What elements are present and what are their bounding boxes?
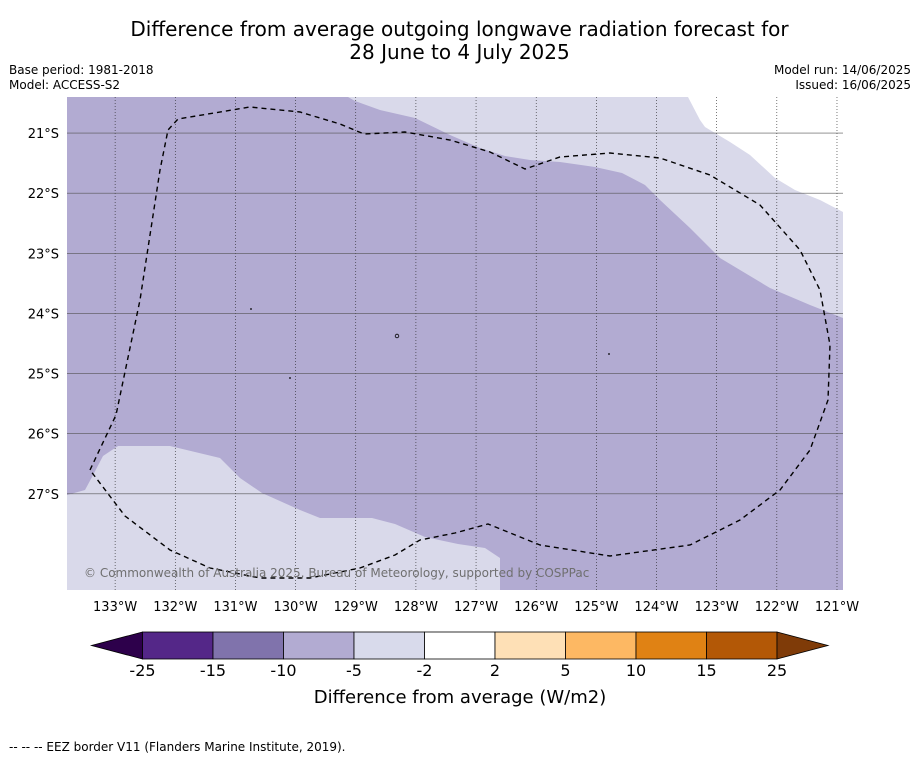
colorbar-tick-label: 2 bbox=[490, 661, 500, 680]
model-name: Model: ACCESS-S2 bbox=[9, 78, 121, 92]
metadata-right: Model run: 14/06/2025 Issued: 16/06/2025 bbox=[774, 63, 911, 93]
colorbar-tick-label: -15 bbox=[200, 661, 226, 680]
island-marker bbox=[289, 377, 291, 379]
island-marker bbox=[608, 353, 610, 355]
latitude-label: 22°S bbox=[28, 187, 59, 202]
model-run: Model run: 14/06/2025 bbox=[773, 63, 911, 77]
longitude-label: 131°W bbox=[213, 600, 257, 615]
colorbar-segment bbox=[635, 631, 707, 660]
island-marker bbox=[394, 333, 400, 339]
colorbar-segment bbox=[424, 631, 496, 660]
longitude-label: 130°W bbox=[274, 600, 318, 615]
title-line-2: 28 June to 4 July 2025 bbox=[349, 40, 570, 64]
colorbar-segment bbox=[142, 631, 214, 660]
latitude-labels: 21°S 22°S 23°S 24°S 25°S 26°S 27°S bbox=[28, 127, 59, 503]
longitude-label: 126°W bbox=[514, 600, 558, 615]
colorbar-tick-label: 10 bbox=[626, 661, 646, 680]
region-upper-right bbox=[348, 97, 843, 318]
eez-border bbox=[89, 106, 831, 579]
colorbar-extension-high bbox=[776, 631, 830, 660]
longitude-label: 129°W bbox=[334, 600, 378, 615]
latitude-label: 21°S bbox=[28, 127, 59, 142]
base-period: Base period: 1981-2018 bbox=[9, 63, 154, 77]
longitude-labels: 133°W 132°W 131°W 130°W 129°W 128°W 127°W 126°W… bbox=[93, 600, 859, 615]
gridlines bbox=[67, 97, 843, 590]
longitude-label: 121°W bbox=[815, 600, 859, 615]
colorbar-ticks: -25 -15 -10 -5 -2 2 5 10 15 25 bbox=[129, 661, 787, 680]
colorbar-extension-low bbox=[89, 631, 143, 660]
longitude-label: 125°W bbox=[574, 600, 618, 615]
latitude-label: 24°S bbox=[28, 307, 59, 322]
footer-note: -- -- -- EEZ border V11 (Flanders Marine… bbox=[9, 740, 346, 754]
map-panel: © Commonwealth of Australia 2025, Bureau… bbox=[67, 97, 843, 590]
title-line-1: Difference from average outgoing longwav… bbox=[130, 17, 789, 41]
colorbar-segment bbox=[565, 631, 637, 660]
longitude-label: 122°W bbox=[755, 600, 799, 615]
colorbar-tick-label: -10 bbox=[270, 661, 296, 680]
issued-date: Issued: 16/06/2025 bbox=[795, 78, 911, 92]
colorbar bbox=[89, 631, 830, 660]
longitude-label: 123°W bbox=[695, 600, 739, 615]
latitude-label: 25°S bbox=[28, 368, 59, 383]
colorbar-tick-label: -5 bbox=[346, 661, 362, 680]
colorbar-title: Difference from average (W/m2) bbox=[314, 687, 606, 708]
chart-title: Difference from average outgoing longwav… bbox=[0, 18, 919, 64]
longitude-label: 128°W bbox=[394, 600, 438, 615]
metadata-left: Base period: 1981-2018 Model: ACCESS-S2 bbox=[9, 63, 154, 93]
latitude-label: 26°S bbox=[28, 428, 59, 443]
latitude-label: 23°S bbox=[28, 247, 59, 262]
region-top-right-white bbox=[688, 97, 843, 212]
colorbar-segment bbox=[283, 631, 355, 660]
colorbar-tick-label: 25 bbox=[767, 661, 787, 680]
colorbar-segment bbox=[706, 631, 778, 660]
colorbar-segment bbox=[494, 631, 566, 660]
longitude-label: 124°W bbox=[634, 600, 678, 615]
latitude-label: 27°S bbox=[28, 488, 59, 503]
island-marker bbox=[250, 308, 252, 310]
longitude-label: 127°W bbox=[454, 600, 498, 615]
colorbar-segment bbox=[353, 631, 425, 660]
colorbar-tick-label: -25 bbox=[129, 661, 155, 680]
colorbar-tick-label: 15 bbox=[696, 661, 716, 680]
colorbar-tick-label: -2 bbox=[417, 661, 433, 680]
longitude-label: 133°W bbox=[93, 600, 137, 615]
longitude-label: 132°W bbox=[153, 600, 197, 615]
colorbar-segment bbox=[212, 631, 284, 660]
copyright-notice: © Commonwealth of Australia 2025, Bureau… bbox=[84, 566, 589, 580]
colorbar-tick-label: 5 bbox=[560, 661, 570, 680]
